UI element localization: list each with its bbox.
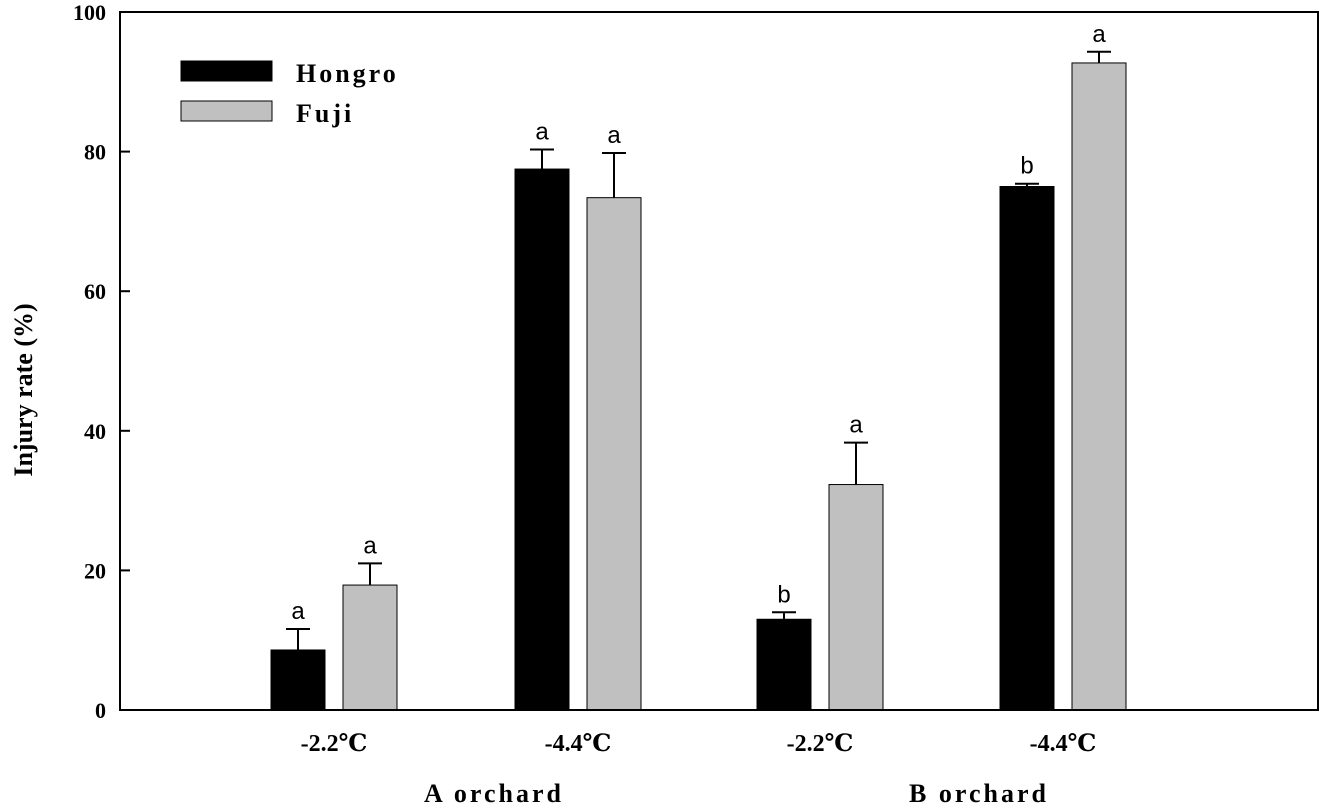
bar-fuji-2 xyxy=(828,484,884,711)
x-axis: -2.2℃ -4.4℃ -2.2℃ -4.4℃ A orchard B orchard xyxy=(301,731,1097,808)
legend-swatch-hongro xyxy=(180,60,273,82)
y-tick-label-3: 60 xyxy=(84,279,106,304)
y-tick-label-5: 100 xyxy=(73,0,106,25)
y-axis-label: Injury rate (%) xyxy=(9,303,38,476)
bar-hongro-3 xyxy=(999,186,1055,711)
significance-letter-hongro-1: a xyxy=(535,119,549,146)
significance-letter-fuji-0: a xyxy=(363,532,377,559)
bar-hongro-2 xyxy=(756,618,812,711)
bar-hongro-0 xyxy=(270,649,326,711)
legend-swatch-fuji xyxy=(180,100,273,122)
x-tick-label-3: -4.4℃ xyxy=(1030,731,1097,757)
y-tick-label-1: 20 xyxy=(84,558,106,583)
y-tick-label-2: 40 xyxy=(84,419,106,444)
x-tick-label-0: -2.2℃ xyxy=(301,731,368,757)
bar-fuji-3 xyxy=(1071,62,1127,711)
x-tick-label-1: -4.4℃ xyxy=(545,731,612,757)
bar-hongro-1 xyxy=(514,168,570,711)
significance-letter-fuji-2: a xyxy=(849,412,863,439)
plot-frame xyxy=(119,11,1319,711)
bar-fuji-1 xyxy=(586,197,642,711)
bars-layer: a a b b a a a a xyxy=(270,21,1127,711)
x-group-label-1: B orchard xyxy=(909,779,1049,808)
bar-fuji-0 xyxy=(342,584,398,711)
significance-letter-hongro-2: b xyxy=(777,581,790,608)
x-group-label-0: A orchard xyxy=(424,779,564,808)
significance-letter-fuji-1: a xyxy=(607,122,621,149)
y-tick-label-4: 80 xyxy=(84,140,106,165)
y-tick-label-0: 0 xyxy=(95,698,106,723)
significance-letter-hongro-3: b xyxy=(1020,153,1033,180)
legend-label-hongro: Hongro xyxy=(296,59,399,88)
y-axis: 0 20 40 60 80 100 xyxy=(73,0,130,723)
legend: Hongro Fuji xyxy=(180,59,399,128)
significance-letter-fuji-3: a xyxy=(1092,21,1106,48)
significance-letter-hongro-0: a xyxy=(291,598,305,625)
legend-label-fuji: Fuji xyxy=(296,99,354,128)
x-tick-label-2: -2.2℃ xyxy=(787,731,854,757)
